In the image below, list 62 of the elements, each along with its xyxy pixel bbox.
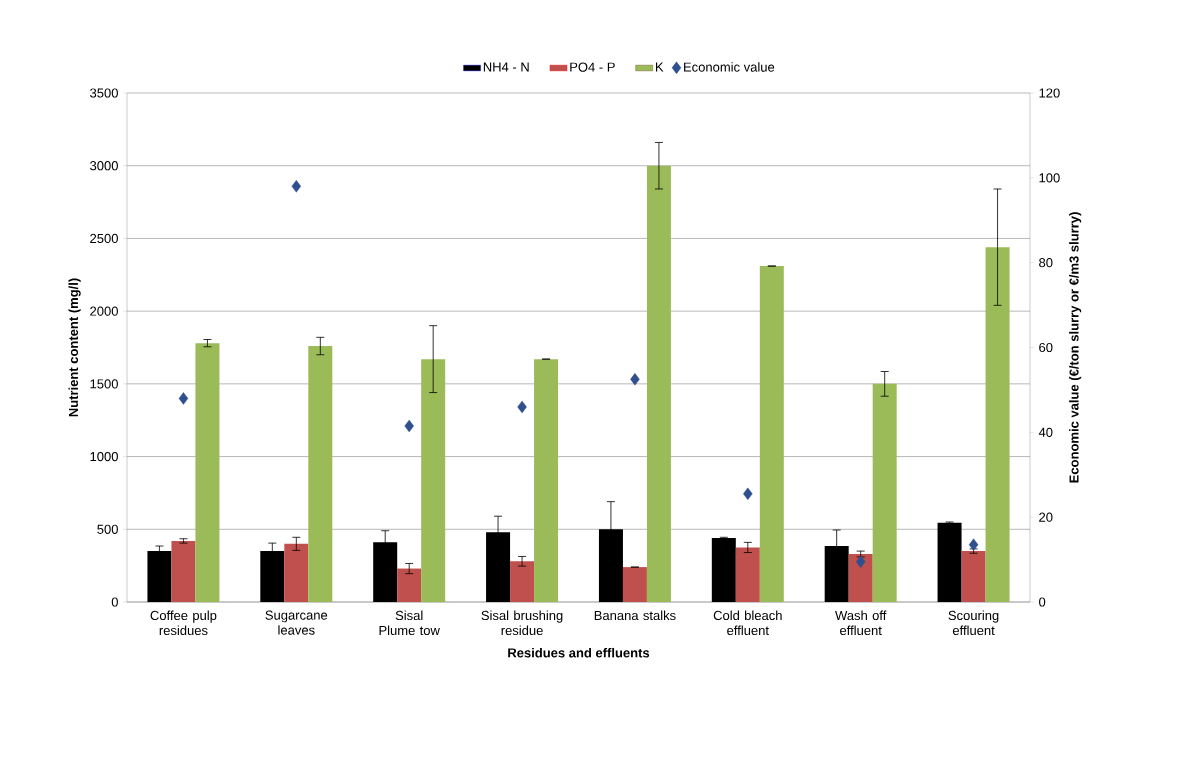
point xyxy=(855,555,866,568)
bar xyxy=(824,546,849,602)
bar xyxy=(486,532,511,602)
bar xyxy=(937,522,962,602)
x-tick-label: Wash off effluent xyxy=(835,610,887,636)
bar xyxy=(711,538,736,602)
point xyxy=(630,373,640,386)
x-tick-label: Coffee pulp residues xyxy=(150,610,217,636)
legend-label: K xyxy=(656,62,664,72)
bar xyxy=(147,551,172,602)
legend-label: Economic value xyxy=(684,62,775,72)
y2-tick-label: 80 xyxy=(1039,258,1053,268)
bar xyxy=(598,529,623,602)
y2-tick-label: 120 xyxy=(1039,88,1060,98)
y-tick-label: 500 xyxy=(97,524,118,534)
y-tick-label: 3500 xyxy=(90,88,118,98)
x-tick-label: Cold bleach effluent xyxy=(713,610,782,636)
bar xyxy=(308,346,333,602)
y-tick-label: 1500 xyxy=(90,379,118,389)
y2-tick-label: 100 xyxy=(1039,173,1060,183)
y-tick-label: 1000 xyxy=(90,451,118,462)
y-tick-label: 2000 xyxy=(90,306,118,316)
bar xyxy=(961,551,986,602)
bar xyxy=(985,247,1010,602)
bar xyxy=(421,359,446,602)
bar xyxy=(373,542,398,602)
y2-tick-label: 60 xyxy=(1039,342,1053,353)
bar xyxy=(510,561,535,602)
bar xyxy=(848,554,873,602)
y2-tick-label: 20 xyxy=(1039,512,1053,522)
bar xyxy=(759,266,784,602)
bar xyxy=(260,551,285,602)
bar xyxy=(195,343,220,602)
y2-axis-title: Economic value (€/ton slurry or €/m3 slurry) xyxy=(1069,212,1082,483)
x-tick-label: Scouring effluent xyxy=(948,610,999,636)
y-tick-label: 0 xyxy=(111,597,118,607)
y2-tick-label: 0 xyxy=(1039,597,1046,607)
bar xyxy=(622,567,647,602)
bar xyxy=(872,383,897,602)
y-tick-label: 2500 xyxy=(90,233,118,244)
legend-label: PO4 - P xyxy=(570,62,615,72)
bar xyxy=(534,359,559,602)
bar xyxy=(735,547,760,602)
legend-label: NH4 - N xyxy=(483,62,529,72)
bar xyxy=(397,568,422,602)
x-tick-label: Sisal Plume tow xyxy=(379,610,440,636)
x-tick-label: Sisal brushing residue xyxy=(481,610,563,636)
y-tick-label: 3000 xyxy=(90,161,118,171)
point xyxy=(517,400,527,414)
bar xyxy=(284,543,309,602)
point xyxy=(404,419,414,433)
point xyxy=(968,538,979,551)
point xyxy=(178,392,189,405)
y2-tick-label: 40 xyxy=(1038,427,1053,437)
point xyxy=(291,180,302,193)
bar xyxy=(646,165,671,602)
y-axis-title: Nutrient content (mg/l) xyxy=(68,278,81,417)
point xyxy=(743,487,753,501)
x-axis-title: Residues and effluents xyxy=(508,647,650,658)
bar xyxy=(171,540,196,602)
x-tick-label: Banana stalks xyxy=(594,610,676,621)
x-tick-label: Sugarcane leaves xyxy=(265,610,328,635)
